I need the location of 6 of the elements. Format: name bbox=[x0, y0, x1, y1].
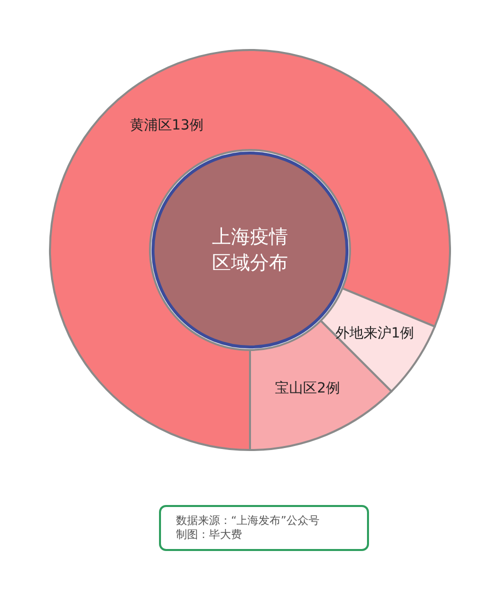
slice-label: 宝山区2例 bbox=[274, 380, 340, 397]
text: 制图：毕大费 bbox=[176, 528, 242, 541]
slice-label: 黄浦区13例 bbox=[130, 117, 204, 134]
text: 上海疫情区域分布 bbox=[212, 226, 288, 274]
source-note: 数据来源：“上海发布”公众号 bbox=[176, 514, 320, 527]
slice-label: 外地来沪1例 bbox=[335, 325, 414, 342]
